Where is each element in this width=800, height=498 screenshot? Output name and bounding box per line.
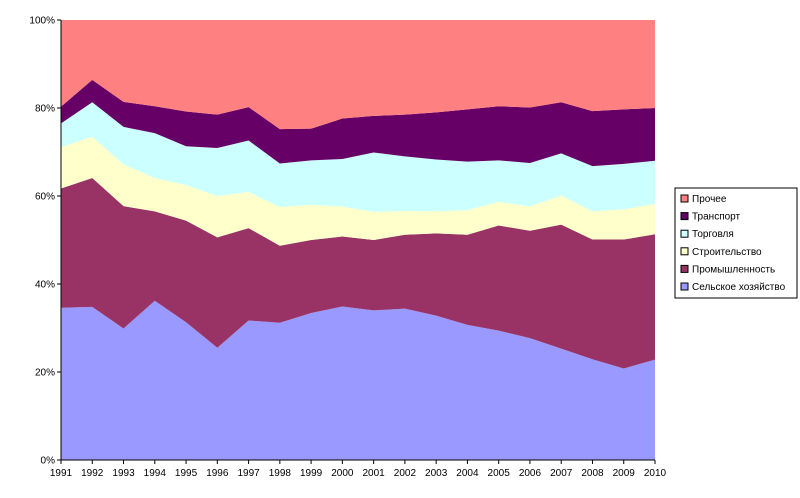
x-tick-label: 2005 — [488, 468, 511, 479]
legend-label: Прочее — [692, 194, 727, 205]
x-tick-label: 1993 — [112, 468, 135, 479]
y-tick-label: 100% — [29, 16, 55, 27]
x-tick-label: 2010 — [644, 468, 667, 479]
area-series-4 — [61, 79, 655, 167]
y-tick-label: 80% — [35, 104, 55, 115]
x-tick-label: 1991 — [50, 468, 73, 479]
area-series-0 — [61, 300, 655, 460]
legend-label: Строительство — [692, 247, 762, 258]
y-tick-label: 60% — [35, 192, 55, 203]
area-series-1 — [61, 177, 655, 369]
y-tick-labels: 0% 20% 40% 60% 80% 100% — [29, 16, 61, 467]
x-tick-label: 1995 — [175, 468, 198, 479]
x-tick-label: 2009 — [613, 468, 636, 479]
x-tick-label: 1999 — [300, 468, 323, 479]
x-tick-label: 2008 — [581, 468, 604, 479]
legend-swatch — [680, 247, 689, 256]
legend-label: Транспорт — [692, 212, 741, 223]
y-tick-label: 0% — [41, 456, 56, 467]
x-tick-label: 2001 — [363, 468, 386, 479]
x-tick-label: 2000 — [331, 468, 354, 479]
x-tick-label: 1996 — [206, 468, 229, 479]
area-series-2 — [61, 136, 655, 246]
legend-label: Сельское хозяйство — [692, 282, 786, 293]
y-tick-label: 40% — [35, 280, 55, 291]
legend-swatch — [680, 229, 689, 238]
legend-swatch — [680, 194, 689, 203]
x-tick-label: 1992 — [81, 468, 104, 479]
axes — [60, 20, 655, 461]
area-series-group — [61, 20, 655, 460]
legend-label: Торговля — [692, 229, 734, 240]
x-tick-label: 2007 — [550, 468, 573, 479]
x-tick-label: 1998 — [269, 468, 292, 479]
y-tick-label: 20% — [35, 368, 55, 379]
x-tick-label: 2006 — [519, 468, 542, 479]
x-tick-label: 2003 — [425, 468, 448, 479]
legend-box — [674, 187, 798, 299]
legend-swatch — [680, 264, 689, 273]
area-series-5 — [61, 20, 655, 130]
x-tick-labels: 1991 1992 1993 1994 1995 1996 1997 1998 1999 2000… — [50, 460, 667, 479]
x-tick-label: 1997 — [237, 468, 260, 479]
x-tick-label: 2004 — [456, 468, 479, 479]
legend-label: Промышленность — [692, 264, 775, 275]
legend-swatch — [680, 212, 689, 221]
legend: Прочее Транспорт Торговля Строительство Пром… — [674, 187, 798, 299]
legend-swatch — [680, 282, 689, 291]
area-series-3 — [61, 102, 655, 212]
x-tick-label: 1994 — [144, 468, 167, 479]
x-tick-label: 2002 — [394, 468, 417, 479]
